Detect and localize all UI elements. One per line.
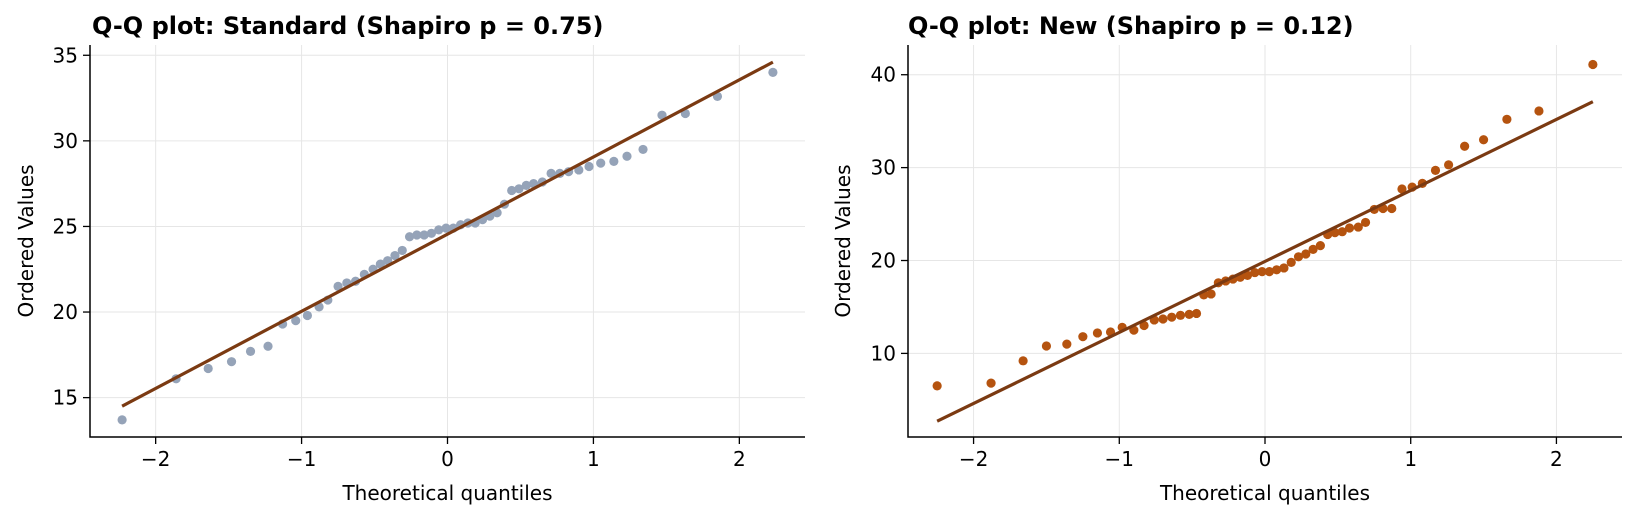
data-point — [1272, 265, 1282, 275]
data-point — [507, 185, 517, 196]
data-point — [1184, 309, 1194, 319]
x-tick-label: −1 — [1105, 447, 1134, 471]
data-point — [657, 110, 667, 120]
data-point — [1078, 332, 1088, 342]
axes-spine — [89, 45, 805, 438]
axes-spine — [907, 45, 1622, 438]
data-point — [1250, 267, 1260, 278]
data-point — [1502, 114, 1512, 124]
y-tick-label: 35 — [53, 43, 78, 67]
data-point — [291, 315, 301, 326]
data-point — [1279, 263, 1289, 273]
data-point — [1257, 267, 1267, 277]
data-point — [986, 378, 996, 388]
data-point — [397, 245, 407, 256]
data-point — [245, 346, 256, 357]
data-point — [1344, 223, 1355, 233]
data-point — [514, 184, 524, 194]
data-point — [1301, 249, 1311, 259]
data-point — [226, 357, 237, 367]
y-tick-label: 25 — [53, 214, 78, 238]
x-tick-label: −2 — [959, 447, 988, 471]
data-point — [1264, 267, 1274, 277]
qq-plot-standard: −2 −1 0 1 2 15 20 25 30 35 Q-Q plot: Standard (Sha… — [14, 12, 805, 505]
fit-line — [936, 100, 1594, 423]
data-point — [1167, 312, 1177, 322]
data-point — [1092, 328, 1103, 338]
data-point — [1293, 252, 1304, 262]
data-point — [521, 180, 531, 190]
data-point — [1444, 160, 1454, 170]
data-point — [441, 223, 451, 233]
data-point — [584, 161, 594, 172]
x-tick-label: 0 — [1259, 447, 1272, 471]
x-tick-label: 1 — [1404, 447, 1417, 471]
data-point — [1041, 341, 1052, 351]
data-point — [1360, 217, 1371, 228]
data-point — [412, 230, 422, 240]
chart-title: Q-Q plot: New (Shapiro p = 0.12) — [908, 12, 1354, 40]
data-point — [768, 67, 778, 77]
x-tick-label: 2 — [733, 447, 746, 471]
y-tick-label: 30 — [871, 156, 896, 180]
data-point — [1430, 165, 1441, 176]
y-axis-label: Ordered Values — [831, 164, 855, 317]
x-tick-label: 2 — [1550, 447, 1563, 471]
x-tick-label: 1 — [587, 447, 600, 471]
y-axis-label: Ordered Values — [14, 164, 38, 317]
x-axis-label: Theoretical quantiles — [341, 481, 552, 505]
data-point — [434, 225, 444, 235]
data-point — [1315, 241, 1325, 251]
data-point — [1191, 308, 1202, 319]
data-point — [1387, 203, 1397, 214]
data-point — [1397, 184, 1407, 194]
data-point — [1353, 222, 1363, 232]
data-point — [1308, 244, 1318, 254]
x-tick-label: 0 — [441, 447, 454, 471]
x-axis-label: Theoretical quantiles — [1159, 481, 1370, 505]
data-point — [203, 363, 213, 374]
data-point — [1018, 356, 1028, 366]
data-point — [1534, 106, 1544, 116]
data-point — [1337, 227, 1347, 237]
x-tick-label: −1 — [287, 447, 316, 471]
data-point — [375, 259, 385, 269]
qq-plot-new: −2 −1 0 1 2 10 20 30 40 Q-Q plot: New (Shapiro p … — [831, 12, 1622, 505]
data-point — [596, 158, 606, 168]
y-tick-label: 20 — [53, 300, 78, 324]
data-point — [1062, 339, 1072, 349]
data-point — [1242, 270, 1253, 280]
data-point — [1286, 257, 1296, 267]
data-point — [1330, 228, 1340, 238]
data-point — [546, 168, 556, 178]
data-point — [622, 151, 632, 161]
fit-line — [121, 60, 774, 408]
data-point — [1478, 135, 1489, 145]
y-tick-label: 30 — [53, 129, 78, 153]
data-point — [302, 310, 313, 321]
y-tick-label: 10 — [871, 341, 896, 365]
data-point — [638, 144, 648, 155]
chart-title: Q-Q plot: Standard (Shapiro p = 0.75) — [92, 12, 603, 40]
y-tick-label: 40 — [871, 63, 896, 87]
data-point — [609, 156, 619, 167]
data-point — [426, 228, 437, 238]
data-point — [404, 232, 415, 242]
data-point — [390, 250, 400, 261]
data-point — [1206, 289, 1216, 299]
x-tick-label: −2 — [141, 447, 170, 471]
data-point — [1588, 59, 1598, 70]
data-point — [117, 415, 127, 425]
data-point — [419, 230, 429, 240]
data-point — [1460, 141, 1470, 151]
data-point — [1158, 314, 1168, 324]
data-point — [263, 341, 273, 351]
y-tick-label: 20 — [871, 249, 896, 273]
data-point — [932, 381, 942, 391]
data-point — [1175, 310, 1186, 320]
data-point — [333, 281, 343, 291]
y-tick-label: 15 — [53, 386, 78, 410]
